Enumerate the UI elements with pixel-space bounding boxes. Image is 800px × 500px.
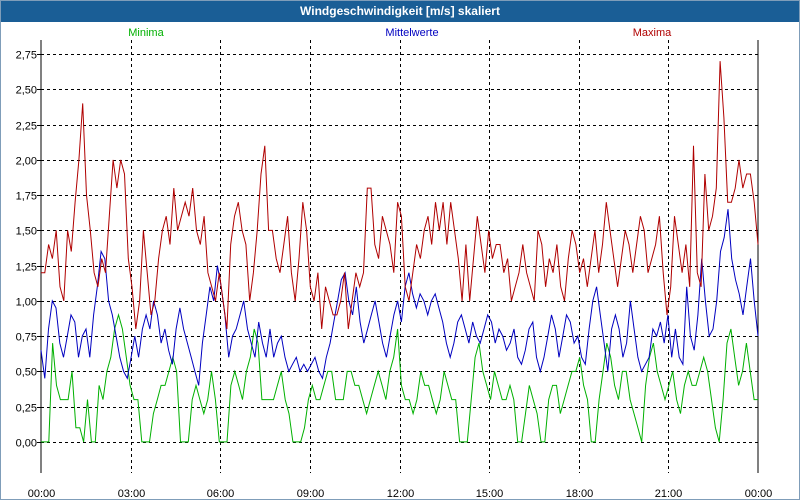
y-tick-label: 1,00 <box>16 297 37 309</box>
y-tick-label: 2,75 <box>16 50 37 62</box>
legend-minima: Minima <box>128 27 164 39</box>
y-tick-label: 1,75 <box>16 191 37 203</box>
x-tick-time: 21:00 <box>655 488 683 499</box>
y-tick-label: 0,75 <box>16 332 37 344</box>
x-tick-time: 18:00 <box>566 488 594 499</box>
series-line-minima <box>41 313 758 443</box>
x-tick-time: 15:00 <box>476 488 504 499</box>
x-tick-time: 12:00 <box>387 488 415 499</box>
y-tick-label: 2,50 <box>16 85 37 97</box>
chart-canvas: 0,00 0,25 0,50 0,75 1,00 1,25 1,50 1,75 2,00 2,25… <box>16 27 773 499</box>
y-tick-label: 1,50 <box>16 226 37 238</box>
series-line-mittelwerte <box>40 209 759 386</box>
x-tick-time: 00:00 <box>745 488 773 499</box>
legend-maxima: Maxima <box>633 27 672 39</box>
series-line-maxima <box>41 61 759 330</box>
y-tick-label: 2,25 <box>16 121 37 133</box>
chart-title: Windgeschwindigkeit [m/s] skaliert <box>1 1 799 22</box>
y-tick-label: 1,25 <box>16 262 37 274</box>
y-tick-label: 0,25 <box>16 403 37 415</box>
legend-mittelwerte: Mittelwerte <box>385 27 438 39</box>
x-tick-time: 09:00 <box>297 488 325 499</box>
y-tick-label: 0,50 <box>16 367 37 379</box>
y-tick-label: 2,00 <box>16 156 37 168</box>
x-tick-time: 00:00 <box>28 488 56 499</box>
x-tick-time: 03:00 <box>118 488 146 499</box>
y-tick-label: 0,00 <box>16 438 37 450</box>
x-tick-time: 06:00 <box>207 488 235 499</box>
